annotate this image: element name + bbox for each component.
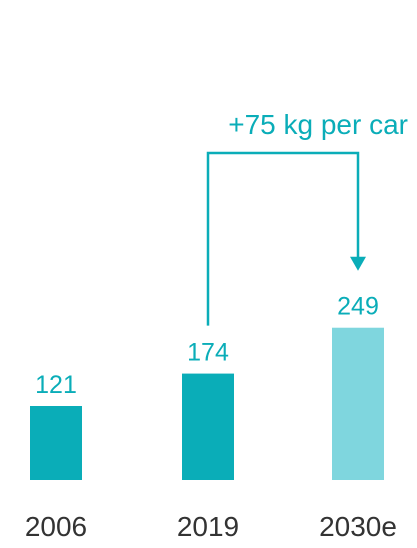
category-label-2006: 2006 (25, 511, 87, 542)
value-label-2006: 121 (35, 371, 77, 399)
annotation-label: +75 kg per car (228, 109, 408, 140)
value-labels-group: 121 174 249 (35, 293, 379, 399)
value-label-2030e: 249 (337, 293, 379, 321)
category-label-2030e: 2030e (319, 511, 397, 542)
bar-2030e (332, 327, 384, 480)
annotation-arrowhead (350, 256, 366, 271)
value-label-2019: 174 (187, 339, 229, 367)
category-label-2019: 2019 (177, 511, 239, 542)
category-labels-group: 2006 2019 2030e (25, 511, 397, 542)
bars-group (30, 327, 384, 480)
bar-2019 (182, 373, 234, 480)
annotation-group: +75 kg per car (206, 109, 408, 326)
bar-2006 (30, 406, 82, 480)
annotation-connector (206, 151, 360, 326)
